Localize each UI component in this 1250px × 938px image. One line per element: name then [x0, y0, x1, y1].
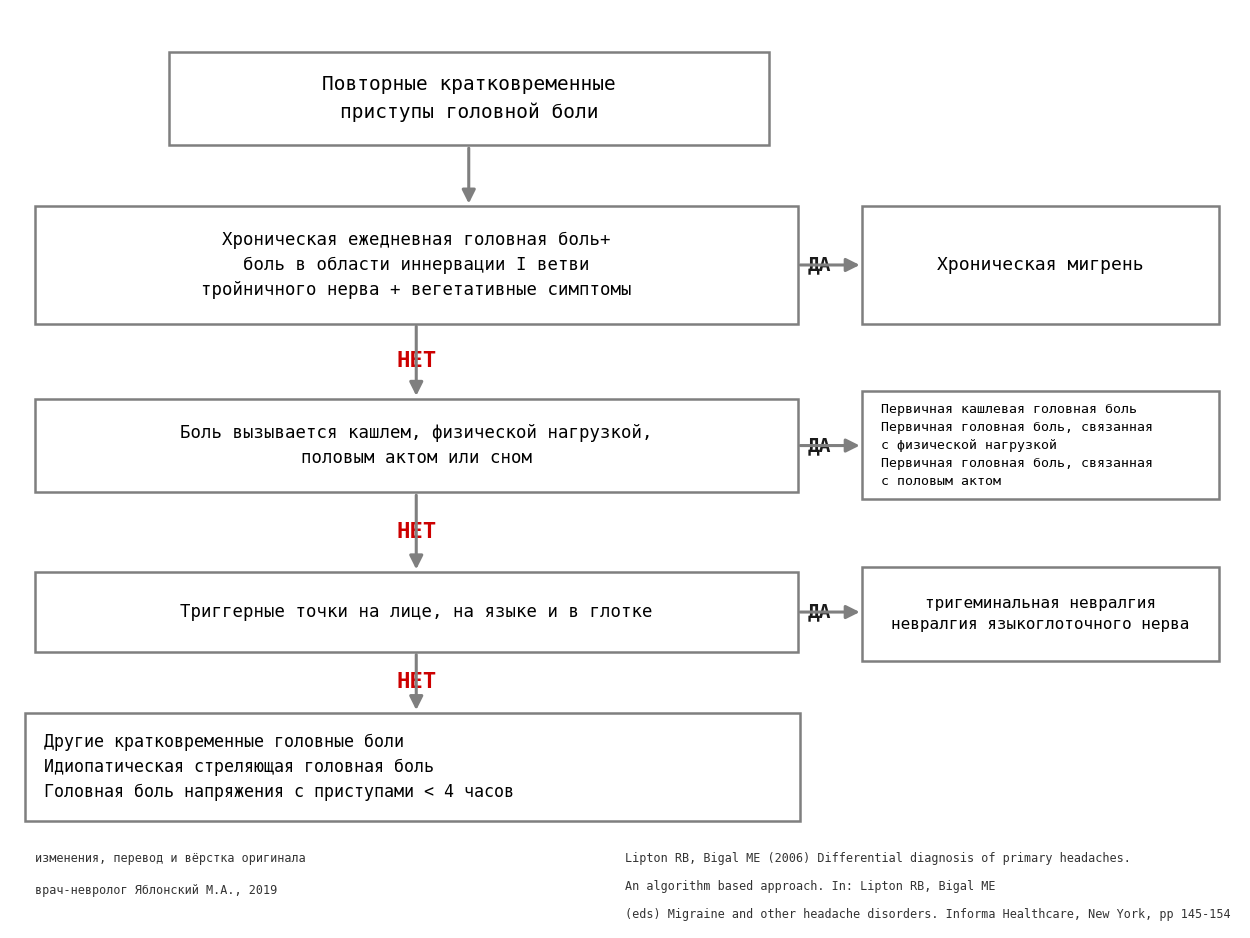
FancyBboxPatch shape	[25, 713, 800, 821]
FancyBboxPatch shape	[35, 572, 798, 652]
Text: Первичная кашлевая головная боль
Первичная головная боль, связанная
с физической: Первичная кашлевая головная боль Первичн…	[881, 402, 1154, 488]
FancyBboxPatch shape	[862, 206, 1219, 324]
Text: тригеминальная невралгия
невралгия языкоглоточного нерва: тригеминальная невралгия невралгия языко…	[891, 597, 1190, 632]
FancyBboxPatch shape	[169, 52, 769, 145]
Text: Lipton RB, Bigal ME (2006) Differential diagnosis of primary headaches.: Lipton RB, Bigal ME (2006) Differential …	[625, 852, 1131, 865]
Text: Хроническая ежедневная головная боль+
боль в области иннервации I ветви
тройничн: Хроническая ежедневная головная боль+ бо…	[201, 231, 631, 299]
FancyBboxPatch shape	[35, 399, 798, 492]
Text: Хроническая мигрень: Хроническая мигрень	[938, 256, 1144, 274]
FancyBboxPatch shape	[862, 391, 1219, 499]
FancyBboxPatch shape	[862, 567, 1219, 661]
Text: НЕТ: НЕТ	[396, 351, 436, 371]
Text: НЕТ: НЕТ	[396, 522, 436, 542]
Text: Повторные кратковременные
приступы головной боли: Повторные кратковременные приступы голов…	[322, 75, 616, 122]
FancyBboxPatch shape	[35, 206, 798, 324]
Text: Другие кратковременные головные боли
Идиопатическая стреляющая головная боль
Гол: Другие кратковременные головные боли Иди…	[44, 733, 514, 801]
Text: Триггерные точки на лице, на языке и в глотке: Триггерные точки на лице, на языке и в г…	[180, 603, 652, 621]
Text: изменения, перевод и вёрстка оригинала: изменения, перевод и вёрстка оригинала	[35, 852, 306, 865]
Text: Боль вызывается кашлем, физической нагрузкой,
половым актом или сном: Боль вызывается кашлем, физической нагру…	[180, 424, 652, 467]
Text: ДА: ДА	[808, 602, 831, 622]
Text: врач-невролог Яблонский М.А., 2019: врач-невролог Яблонский М.А., 2019	[35, 884, 278, 897]
Text: ДА: ДА	[808, 255, 831, 275]
Text: НЕТ: НЕТ	[396, 673, 436, 692]
Text: ДА: ДА	[808, 436, 831, 455]
Text: An algorithm based approach. In: Lipton RB, Bigal ME: An algorithm based approach. In: Lipton …	[625, 880, 995, 893]
Text: (eds) Migraine and other headache disorders. Informa Healthcare, New York, pp 14: (eds) Migraine and other headache disord…	[625, 908, 1230, 921]
